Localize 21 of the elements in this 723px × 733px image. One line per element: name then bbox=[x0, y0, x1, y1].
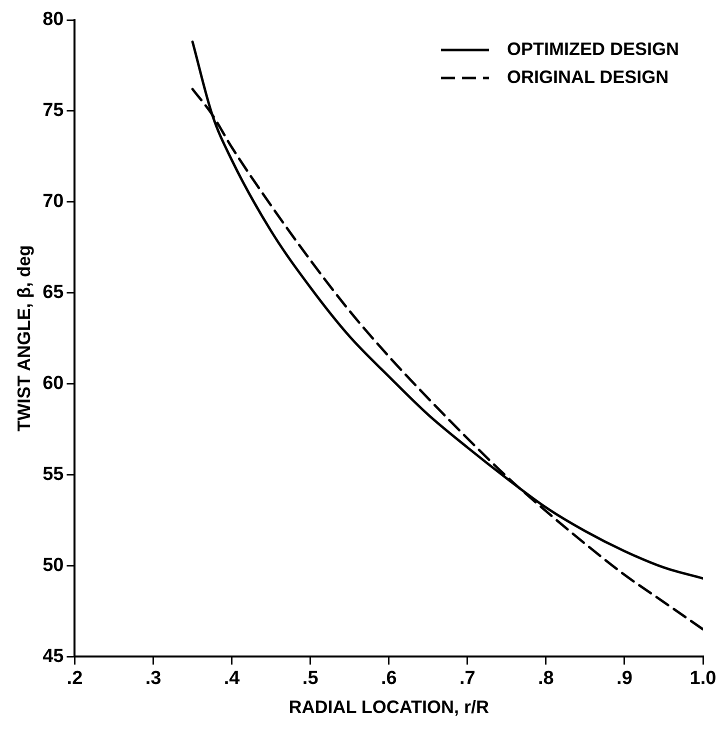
legend-label: OPTIMIZED DESIGN bbox=[506, 38, 680, 59]
y-axis-title: TWIST ANGLE, β, deg bbox=[14, 245, 34, 432]
x-tick-label: .5 bbox=[302, 668, 319, 690]
x-tick-label: .3 bbox=[145, 668, 162, 690]
y-tick-label: 70 bbox=[42, 191, 64, 212]
y-tick-label: 75 bbox=[42, 100, 64, 122]
y-tick-label: 55 bbox=[42, 464, 64, 485]
y-tick-label: 45 bbox=[42, 646, 64, 667]
x-tick-label: .7 bbox=[459, 668, 476, 690]
y-tick-label: 50 bbox=[42, 554, 64, 576]
y-tick-label: 65 bbox=[42, 282, 64, 304]
x-tick-label: .8 bbox=[538, 668, 554, 690]
x-tick-label: .4 bbox=[224, 668, 240, 690]
x-axis-title: RADIAL LOCATION, r/R bbox=[288, 697, 490, 718]
x-tick-label: 1.0 bbox=[690, 668, 716, 690]
x-tick-label: .2 bbox=[66, 668, 83, 690]
legend-label: ORIGINAL DESIGN bbox=[506, 66, 669, 87]
x-tick-label: .6 bbox=[380, 668, 397, 690]
y-tick-label: 60 bbox=[42, 373, 64, 394]
x-tick-label: .9 bbox=[616, 668, 632, 690]
y-tick-label: 80 bbox=[42, 9, 64, 30]
